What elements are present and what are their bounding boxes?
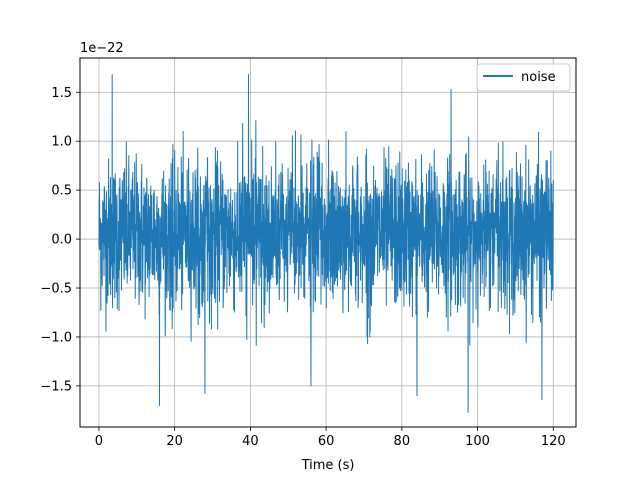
x-axis-label: Time (s) [301, 458, 355, 473]
axes-frame [79, 57, 577, 428]
y-tick-label: −1.0 [40, 330, 72, 345]
x-tick-label: 120 [541, 434, 566, 449]
y-tick-label: −1.5 [40, 379, 72, 394]
legend-box [476, 63, 571, 92]
y-tick-label: 1.5 [51, 86, 72, 101]
x-tick-label: 80 [394, 434, 411, 449]
x-tick-label: 60 [318, 434, 335, 449]
x-tick-label: 20 [166, 434, 183, 449]
y-tick-label: 1.0 [51, 135, 72, 150]
y-offset-text: 1e−22 [80, 41, 124, 56]
legend-label-noise: noise [521, 70, 556, 85]
y-tick-label: 0.0 [51, 233, 72, 248]
x-axis: 0 20 40 60 80 100 120 [95, 427, 566, 449]
y-tick-label: 0.5 [51, 184, 72, 199]
x-tick-label: 40 [242, 434, 259, 449]
legend: noise [476, 63, 571, 92]
y-axis: −1.5 −1.0 −0.5 0.0 0.5 1.0 1.5 [40, 86, 80, 394]
x-tick-label: 0 [95, 434, 103, 449]
noise-series-line [98, 74, 554, 413]
x-tick-label: 100 [465, 434, 490, 449]
y-tick-label: −0.5 [40, 282, 72, 297]
plot-area [98, 74, 554, 413]
